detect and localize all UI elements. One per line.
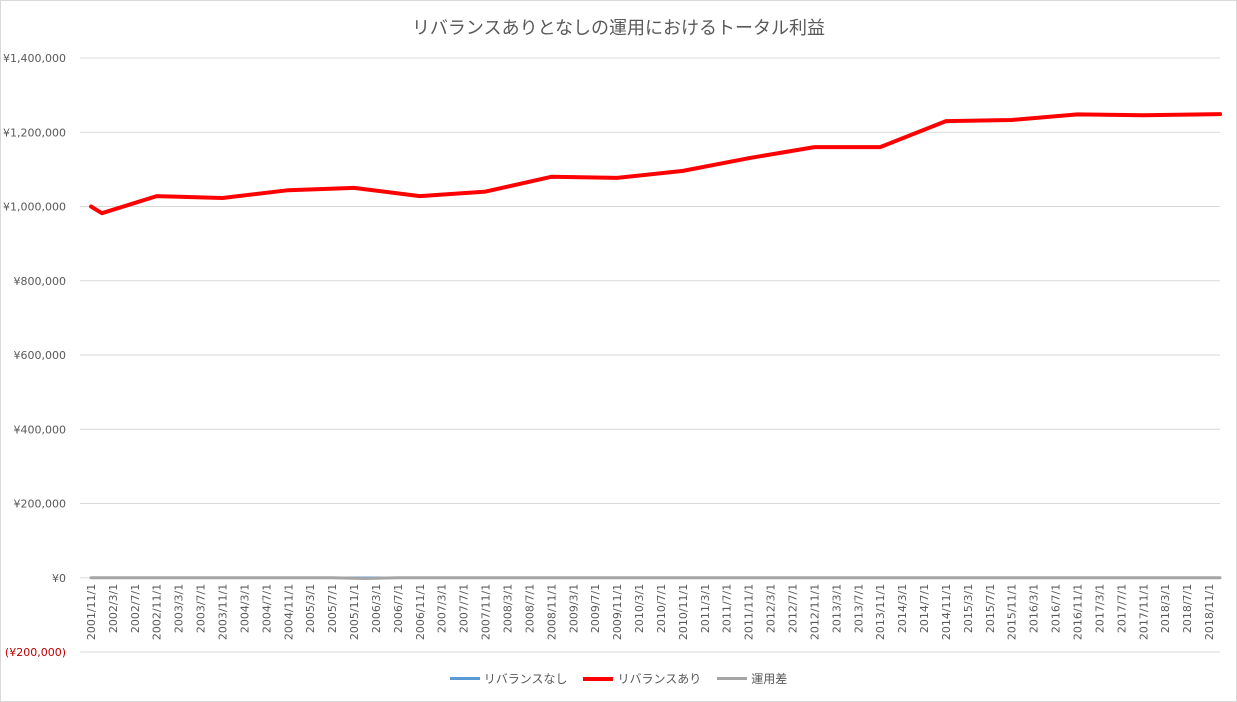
x-tick-label: 2007/7/1	[458, 584, 471, 633]
series-line-1	[89, 112, 1222, 216]
x-tick-label: 2002/3/1	[107, 584, 120, 633]
x-tick-label: 2002/7/1	[129, 584, 142, 633]
y-tick-label: ¥800,000	[14, 275, 67, 288]
x-tick-label: 2007/11/1	[480, 584, 493, 640]
legend-label: リバランスなし	[483, 672, 568, 686]
x-tick-label: 2007/3/1	[436, 584, 449, 633]
x-tick-label: 2013/7/1	[852, 584, 865, 633]
x-tick-label: 2012/3/1	[765, 584, 778, 633]
x-tick-label: 2005/7/1	[326, 584, 339, 633]
x-tick-label: 2010/3/1	[633, 584, 646, 633]
y-tick-label: (¥200,000)	[5, 646, 66, 659]
x-tick-label: 2003/11/1	[217, 584, 230, 640]
x-tick-label: 2013/11/1	[874, 584, 887, 640]
legend-swatch	[449, 677, 480, 680]
x-tick-label: 2013/3/1	[830, 584, 843, 633]
x-tick-label: 2016/7/1	[1050, 584, 1063, 633]
x-tick-label: 2011/11/1	[743, 584, 756, 640]
legend-swatch	[717, 677, 748, 680]
x-tick-label: 2001/11/1	[85, 584, 98, 640]
x-tick-label: 2004/11/1	[282, 584, 295, 640]
y-tick-label: ¥200,000	[14, 498, 67, 511]
x-tick-label: 2014/7/1	[918, 584, 931, 633]
legend-item-1: リバランスあり	[583, 670, 701, 687]
x-tick-label: 2005/11/1	[348, 584, 361, 640]
x-tick-label: 2018/7/1	[1181, 584, 1194, 633]
x-tick-label: 2015/11/1	[1006, 584, 1019, 640]
legend-label: 運用差	[751, 672, 788, 686]
series-line-2	[89, 576, 1222, 580]
y-tick-label: ¥1,400,000	[3, 52, 66, 65]
x-tick-label: 2009/7/1	[589, 584, 602, 633]
x-tick-label: 2011/3/1	[699, 584, 712, 633]
x-tick-label: 2015/7/1	[984, 584, 997, 633]
x-tick-label: 2006/11/1	[414, 584, 427, 640]
x-tick-label: 2018/11/1	[1203, 584, 1216, 640]
x-tick-label: 2009/11/1	[611, 584, 624, 640]
y-tick-label: ¥1,200,000	[3, 126, 66, 139]
x-tick-label: 2004/3/1	[238, 584, 251, 633]
x-tick-label: 2016/11/1	[1072, 584, 1085, 640]
chart-title: リバランスありとなしの運用におけるトータル利益	[411, 18, 826, 39]
legend-swatch	[583, 676, 614, 681]
x-tick-label: 2018/3/1	[1159, 584, 1172, 633]
x-tick-label: 2011/7/1	[721, 584, 734, 633]
legend: リバランスなし リバランスあり 運用差	[0, 670, 1237, 687]
legend-item-2: 運用差	[717, 670, 787, 687]
x-tick-label: 2006/3/1	[370, 584, 383, 633]
x-tick-label: 2009/3/1	[567, 584, 580, 633]
x-tick-label: 2017/3/1	[1093, 584, 1106, 633]
x-tick-label: 2004/7/1	[260, 584, 273, 633]
y-tick-label: ¥0	[52, 572, 66, 585]
x-tick-label: 2003/3/1	[173, 584, 186, 633]
x-tick-label: 2016/3/1	[1028, 584, 1041, 633]
x-tick-label: 2012/7/1	[787, 584, 800, 633]
x-tick-label: 2008/11/1	[545, 584, 558, 640]
x-tick-label: 2012/11/1	[808, 584, 821, 640]
x-tick-label: 2017/11/1	[1137, 584, 1150, 640]
legend-item-0: リバランスなし	[449, 670, 568, 687]
y-tick-label: ¥400,000	[14, 423, 67, 436]
y-tick-label: ¥600,000	[14, 349, 67, 362]
x-tick-label: 2015/3/1	[962, 584, 975, 633]
x-tick-label: 2010/7/1	[655, 584, 668, 633]
x-tick-label: 2006/7/1	[392, 584, 405, 633]
x-tick-label: 2005/3/1	[304, 584, 317, 633]
x-tick-label: 2014/3/1	[896, 584, 909, 633]
x-tick-label: 2014/11/1	[940, 584, 953, 640]
x-tick-label: 2008/3/1	[502, 584, 515, 633]
x-tick-label: 2003/7/1	[195, 584, 208, 633]
x-tick-label: 2010/11/1	[677, 584, 690, 640]
y-tick-label: ¥1,000,000	[3, 201, 66, 214]
x-tick-label: 2002/11/1	[151, 584, 164, 640]
x-tick-label: 2017/7/1	[1115, 584, 1128, 633]
legend-label: リバランスあり	[617, 672, 702, 686]
x-tick-label: 2008/7/1	[523, 584, 536, 633]
